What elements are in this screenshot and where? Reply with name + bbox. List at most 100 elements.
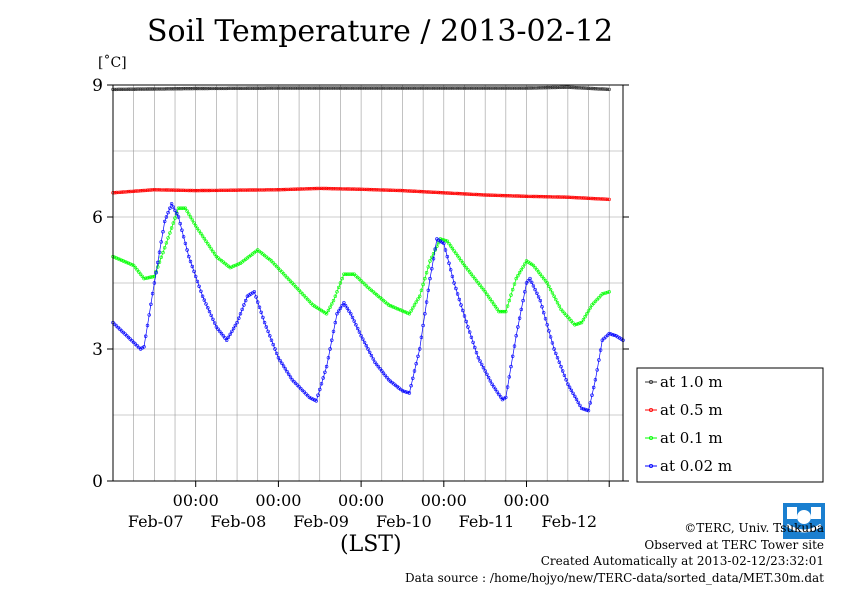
legend: at 1.0 m at 0.5 m at 0.1 m at 0.02 m — [636, 367, 824, 483]
data-point — [161, 87, 165, 91]
data-point — [347, 309, 351, 313]
data-point — [562, 311, 567, 315]
data-point — [457, 191, 461, 196]
data-point — [492, 193, 496, 198]
data-point — [349, 187, 353, 191]
data-point — [519, 268, 523, 272]
data-point — [378, 367, 382, 371]
data-point — [342, 272, 346, 276]
data-point — [150, 291, 155, 296]
data-point — [335, 312, 339, 316]
data-point — [436, 86, 441, 90]
data-point — [418, 347, 422, 351]
data-point — [259, 310, 263, 314]
data-point — [306, 393, 310, 398]
data-point — [293, 285, 298, 289]
data-point — [219, 86, 224, 91]
data-point — [493, 86, 498, 90]
data-point — [331, 86, 336, 90]
data-point — [468, 86, 472, 90]
data-point — [318, 186, 322, 191]
data-point — [330, 86, 334, 90]
data-point — [233, 188, 238, 192]
data-point — [550, 291, 555, 295]
data-point — [600, 87, 604, 91]
data-point — [602, 291, 606, 296]
data-point — [583, 315, 587, 319]
data-point — [405, 390, 410, 395]
data-point — [591, 301, 596, 305]
data-point — [173, 86, 177, 91]
data-point — [407, 189, 412, 193]
data-point — [123, 190, 127, 194]
data-point — [231, 326, 236, 331]
data-point — [588, 196, 592, 201]
data-point — [559, 307, 563, 312]
data-point — [309, 301, 313, 305]
data-point — [554, 85, 558, 90]
data-point — [187, 212, 191, 216]
data-point — [399, 308, 403, 312]
data-point — [430, 267, 434, 271]
data-point — [574, 85, 579, 90]
data-point — [516, 325, 520, 329]
data-point — [362, 340, 367, 345]
x-tick-time-label: 00:00 — [173, 491, 219, 510]
data-point — [499, 309, 503, 314]
data-point — [373, 360, 377, 364]
data-point — [211, 86, 215, 91]
data-point — [540, 194, 544, 199]
data-point — [560, 309, 565, 313]
data-point — [321, 376, 325, 380]
data-point — [349, 272, 353, 276]
data-point — [185, 86, 189, 91]
data-point — [119, 258, 124, 262]
data-point — [307, 86, 312, 90]
data-point — [333, 187, 337, 191]
data-point — [121, 87, 126, 92]
data-point — [476, 192, 480, 197]
data-point — [552, 195, 556, 199]
data-point — [237, 188, 241, 192]
data-point — [543, 317, 548, 321]
data-point — [552, 85, 556, 90]
y-tick-label: 6 — [92, 208, 103, 228]
data-point — [471, 340, 475, 345]
data-point — [178, 86, 182, 91]
data-point — [176, 215, 181, 219]
data-point — [492, 86, 496, 90]
data-point — [459, 303, 463, 307]
data-point — [554, 351, 558, 356]
data-point — [126, 261, 131, 265]
data-point — [538, 298, 542, 303]
data-point — [578, 321, 582, 325]
data-point — [214, 188, 219, 193]
data-point — [271, 261, 275, 265]
data-point — [192, 188, 196, 193]
data-point — [362, 282, 367, 286]
data-point — [569, 195, 573, 200]
data-point — [233, 263, 238, 268]
data-point — [486, 193, 491, 197]
data-point — [290, 86, 294, 90]
data-point — [399, 188, 403, 193]
data-point — [602, 87, 606, 91]
data-point — [150, 87, 155, 91]
data-point — [424, 86, 429, 90]
data-point — [326, 86, 331, 90]
data-point — [388, 86, 393, 90]
data-point — [302, 390, 306, 394]
data-point — [261, 188, 265, 192]
data-point — [235, 86, 239, 91]
data-point — [579, 406, 584, 411]
data-point — [128, 189, 132, 194]
data-point — [135, 268, 139, 272]
data-point — [342, 187, 346, 191]
data-point — [517, 194, 522, 198]
data-point — [581, 196, 586, 200]
data-point — [414, 189, 418, 194]
data-point — [264, 188, 268, 192]
data-point — [595, 197, 599, 201]
data-point — [275, 86, 279, 90]
data-point — [426, 190, 430, 194]
